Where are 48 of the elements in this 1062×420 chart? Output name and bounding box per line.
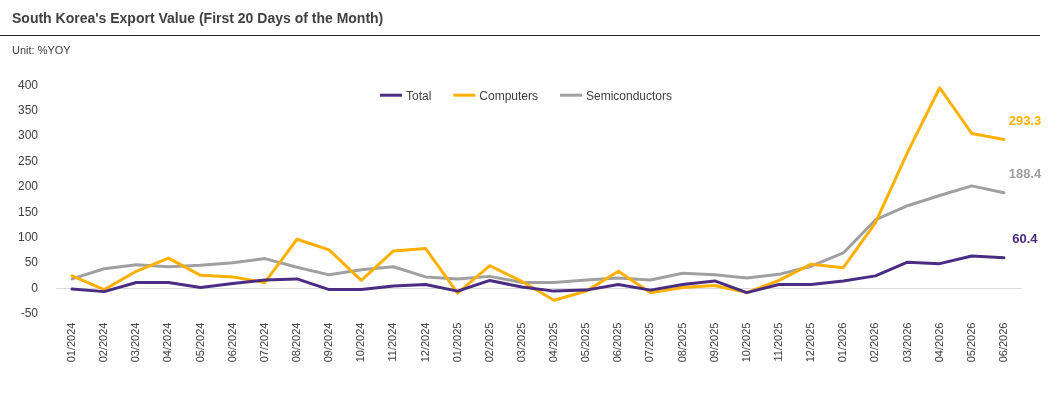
x-tick-label: 06/2026	[996, 322, 1009, 363]
x-tick-label: 10/2024	[354, 322, 367, 363]
x-tick-label: 03/2026	[900, 322, 913, 363]
data-label: 60.4	[1012, 230, 1039, 246]
x-tick-label: 05/2026	[964, 322, 977, 363]
data-label: 293.3	[1008, 112, 1042, 128]
x-tick-label: 06/2025	[611, 322, 624, 363]
y-tick-label: -50	[20, 306, 39, 321]
x-tick-label: 03/2024	[129, 322, 142, 363]
y-tick-label: 50	[24, 255, 39, 270]
y-tick-label: 350	[17, 102, 39, 117]
chart-title: South Korea's Export Value (First 20 Days of the Month)	[12, 10, 384, 26]
x-tick-label: 04/2026	[932, 322, 945, 363]
legend-label: Computers	[479, 88, 538, 103]
legend-label: Total	[405, 88, 432, 103]
data-label: 188.4	[1008, 165, 1042, 181]
y-tick-label: 250	[17, 153, 39, 168]
y-tick-label: 150	[17, 204, 39, 219]
y-tick-label: 200	[17, 179, 39, 194]
x-tick-label: 08/2025	[675, 322, 688, 363]
x-tick-label: 10/2025	[739, 322, 752, 363]
y-tick-label: 400	[17, 77, 39, 92]
x-tick-label: 01/2024	[65, 322, 78, 363]
x-tick-label: 04/2025	[547, 322, 560, 363]
x-tick-label: 02/2024	[97, 322, 110, 363]
x-tick-label: 01/2026	[836, 322, 849, 363]
x-tick-label: 02/2026	[868, 322, 881, 363]
x-tick-label: 02/2025	[482, 322, 495, 363]
x-tick-label: 01/2025	[450, 322, 463, 363]
x-tick-label: 12/2025	[804, 322, 817, 363]
x-tick-label: 08/2024	[290, 322, 303, 363]
x-tick-label: 07/2024	[257, 322, 270, 363]
x-tick-label: 11/2025	[772, 322, 785, 362]
x-tick-label: 05/2024	[193, 322, 206, 363]
x-tick-label: 09/2025	[707, 322, 720, 363]
y-tick-label: 300	[17, 128, 39, 143]
chart-subtitle: Unit: %YOY	[12, 44, 71, 56]
x-tick-label: 09/2024	[322, 322, 335, 363]
legend-label: Semiconductors	[586, 88, 673, 103]
x-tick-label: 07/2025	[643, 322, 656, 363]
x-tick-label: 04/2024	[161, 322, 174, 363]
y-tick-label: 0	[31, 280, 39, 295]
x-tick-label: 03/2025	[514, 322, 527, 363]
y-tick-label: 100	[17, 230, 39, 245]
x-tick-label: 06/2024	[225, 322, 238, 363]
x-tick-label: 11/2024	[386, 322, 399, 362]
x-tick-label: 05/2025	[579, 322, 592, 363]
x-tick-label: 12/2024	[418, 322, 431, 363]
